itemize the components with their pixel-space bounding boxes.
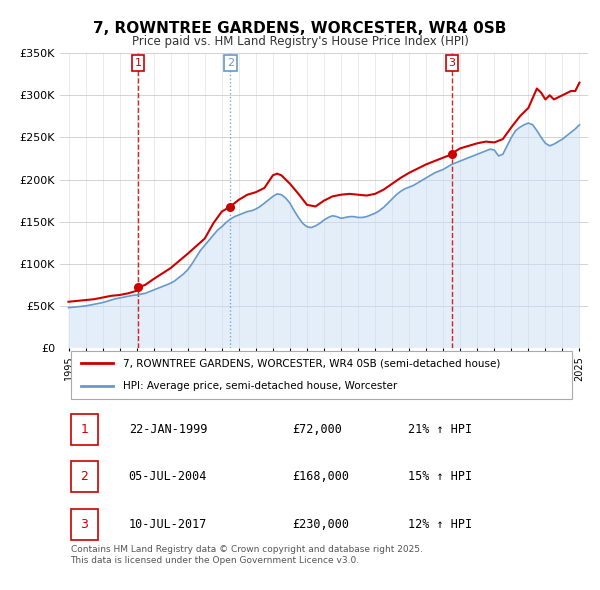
FancyBboxPatch shape: [71, 414, 98, 445]
Text: 22-JAN-1999: 22-JAN-1999: [128, 423, 207, 436]
FancyBboxPatch shape: [71, 509, 98, 540]
Text: 3: 3: [80, 518, 88, 531]
Text: 3: 3: [449, 58, 455, 68]
Text: 2: 2: [80, 470, 88, 483]
Text: HPI: Average price, semi-detached house, Worcester: HPI: Average price, semi-detached house,…: [124, 381, 398, 391]
Text: 1: 1: [134, 58, 142, 68]
Text: 21% ↑ HPI: 21% ↑ HPI: [409, 423, 473, 436]
Text: 2: 2: [227, 58, 234, 68]
Text: 15% ↑ HPI: 15% ↑ HPI: [409, 470, 473, 483]
Text: Contains HM Land Registry data © Crown copyright and database right 2025.
This d: Contains HM Land Registry data © Crown c…: [71, 545, 422, 565]
Text: Price paid vs. HM Land Registry's House Price Index (HPI): Price paid vs. HM Land Registry's House …: [131, 35, 469, 48]
Text: 10-JUL-2017: 10-JUL-2017: [128, 518, 207, 531]
Text: £72,000: £72,000: [292, 423, 342, 436]
Text: 1: 1: [80, 423, 88, 436]
Text: £230,000: £230,000: [292, 518, 349, 531]
Text: £168,000: £168,000: [292, 470, 349, 483]
FancyBboxPatch shape: [71, 461, 98, 492]
Text: 12% ↑ HPI: 12% ↑ HPI: [409, 518, 473, 531]
Text: 7, ROWNTREE GARDENS, WORCESTER, WR4 0SB (semi-detached house): 7, ROWNTREE GARDENS, WORCESTER, WR4 0SB …: [124, 359, 501, 369]
Text: 7, ROWNTREE GARDENS, WORCESTER, WR4 0SB: 7, ROWNTREE GARDENS, WORCESTER, WR4 0SB: [94, 21, 506, 35]
FancyBboxPatch shape: [71, 351, 572, 399]
Text: 05-JUL-2004: 05-JUL-2004: [128, 470, 207, 483]
